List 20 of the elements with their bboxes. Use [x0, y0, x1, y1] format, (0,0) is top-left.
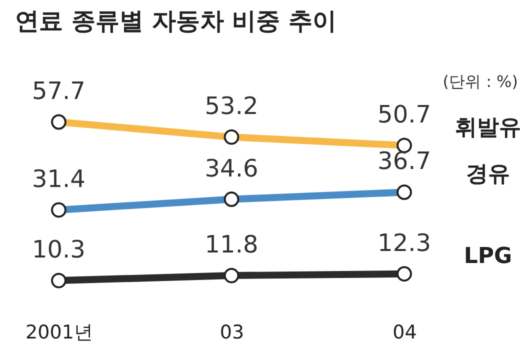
data-label: 50.7: [378, 100, 431, 128]
data-label: 31.4: [32, 164, 86, 193]
text: LPG: [464, 244, 512, 269]
data-label: 10.3: [32, 236, 86, 264]
text: 휘발유: [455, 115, 520, 140]
point: [51, 272, 66, 288]
point: [224, 268, 240, 284]
x-tick-label: 03: [220, 322, 244, 344]
data-label: 36.7: [378, 147, 431, 176]
data-label: 34.6: [204, 154, 258, 182]
data-label: 12.3: [378, 228, 431, 257]
chart-title: 연료 종류별 자동차 비중 추이: [15, 7, 336, 35]
text: (단위 : %): [442, 72, 518, 91]
text: 경유: [466, 162, 510, 188]
data-label: 11.8: [204, 230, 258, 259]
x-tick-label: 04: [392, 322, 417, 344]
point: [396, 266, 412, 282]
data-label: 57.7: [32, 77, 86, 105]
data-label: 53.2: [204, 92, 258, 120]
x-tick-label: 2001년: [26, 322, 93, 344]
